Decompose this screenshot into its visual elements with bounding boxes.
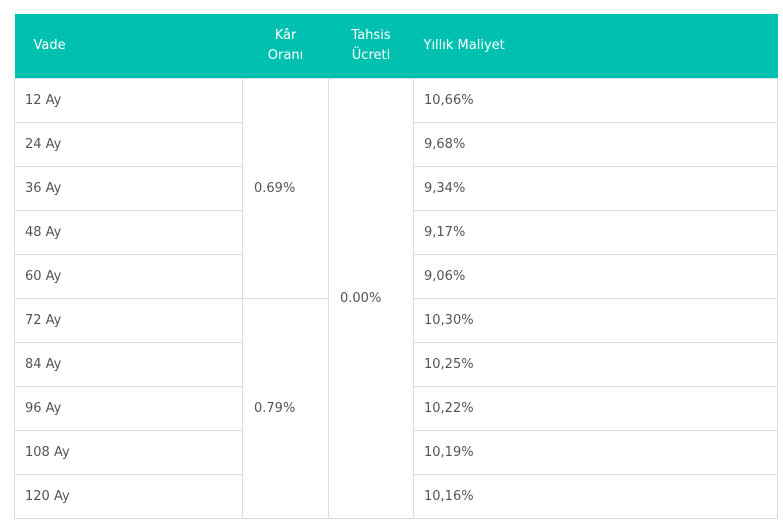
table-row: 36 Ay 9,34% bbox=[14, 166, 778, 211]
table-row: 108 Ay 10,19% bbox=[14, 430, 778, 475]
term-cell: 60 Ay bbox=[14, 254, 243, 299]
annual-cost-cell: 10,66% bbox=[413, 78, 778, 123]
table-row: 120 Ay 10,16% bbox=[14, 474, 778, 519]
term-cell: 48 Ay bbox=[14, 210, 243, 255]
loan-terms-table-container: Vade Kâr Oranı Tahsis Ücreti Yıllık Maliye… bbox=[14, 14, 778, 519]
term-cell: 84 Ay bbox=[14, 342, 243, 387]
table-row: 96 Ay 10,22% bbox=[14, 386, 778, 431]
annual-cost-cell: 9,34% bbox=[413, 166, 778, 211]
term-cell: 108 Ay bbox=[14, 430, 243, 475]
header-allocation-fee-line2: Ücreti bbox=[351, 48, 391, 63]
annual-cost-cell: 10,19% bbox=[413, 430, 778, 475]
annual-cost-cell: 10,16% bbox=[413, 474, 778, 519]
annual-cost-cell: 10,25% bbox=[413, 342, 778, 387]
header-term: Vade bbox=[14, 14, 243, 79]
annual-cost-cell: 9,17% bbox=[413, 210, 778, 255]
header-allocation-fee-line1: Tahsis bbox=[351, 28, 391, 43]
term-cell: 72 Ay bbox=[14, 298, 243, 343]
table-row: 48 Ay 9,17% bbox=[14, 210, 778, 255]
table-header-row: Vade Kâr Oranı Tahsis Ücreti Yıllık Maliye… bbox=[14, 14, 778, 79]
term-cell: 36 Ay bbox=[14, 166, 243, 211]
loan-terms-table: Vade Kâr Oranı Tahsis Ücreti Yıllık Maliye… bbox=[14, 14, 778, 519]
term-cell: 12 Ay bbox=[14, 78, 243, 123]
term-cell: 24 Ay bbox=[14, 122, 243, 167]
header-allocation-fee: Tahsis Ücreti bbox=[328, 14, 414, 79]
annual-cost-cell: 10,30% bbox=[413, 298, 778, 343]
table-row: 72 Ay 0.79% 10,30% bbox=[14, 298, 778, 519]
annual-cost-cell: 9,06% bbox=[413, 254, 778, 299]
term-cell: 96 Ay bbox=[14, 386, 243, 431]
table-row: 60 Ay 9,06% bbox=[14, 254, 778, 299]
profit-rate-cell: 0.69% bbox=[242, 78, 329, 299]
header-annual-cost: Yıllık Maliyet bbox=[413, 14, 778, 79]
header-profit-rate-line2: Oranı bbox=[267, 48, 304, 63]
annual-cost-cell: 10,22% bbox=[413, 386, 778, 431]
allocation-fee-cell: 0.00% bbox=[328, 78, 414, 519]
table-row: 84 Ay 10,25% bbox=[14, 342, 778, 387]
header-profit-rate-line1: Kâr bbox=[274, 28, 297, 43]
profit-rate-cell: 0.79% bbox=[242, 298, 329, 519]
table-row: 12 Ay 0.69% 0.00% 10,66% bbox=[14, 78, 778, 519]
header-profit-rate: Kâr Oranı bbox=[242, 14, 329, 79]
term-cell: 120 Ay bbox=[14, 474, 243, 519]
table-row: 24 Ay 9,68% bbox=[14, 122, 778, 167]
annual-cost-cell: 9,68% bbox=[413, 122, 778, 167]
